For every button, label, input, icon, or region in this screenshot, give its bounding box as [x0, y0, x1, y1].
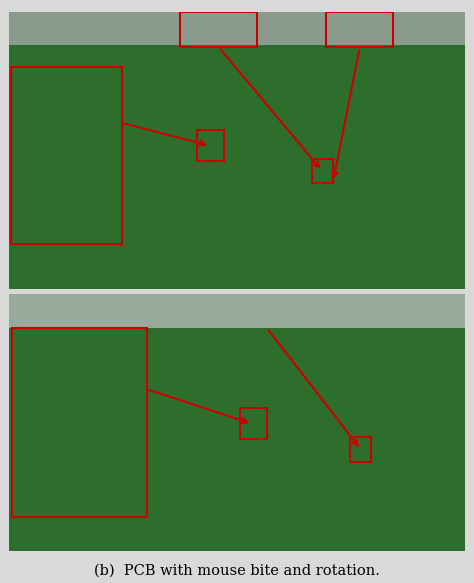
Bar	[350, 437, 372, 462]
Text: (b)  PCB with mouse bite and rotation.: (b) PCB with mouse bite and rotation.	[94, 563, 380, 577]
Bar	[197, 130, 224, 161]
Bar	[181, 12, 257, 47]
Bar	[326, 12, 393, 47]
Text: (a)  PCB with mouse bite.: (a) PCB with mouse bite.	[143, 298, 331, 312]
Bar	[9, 12, 465, 45]
Bar	[312, 159, 333, 183]
Bar	[12, 328, 147, 518]
Bar	[9, 294, 465, 328]
Bar	[240, 408, 267, 440]
Bar	[11, 67, 122, 244]
